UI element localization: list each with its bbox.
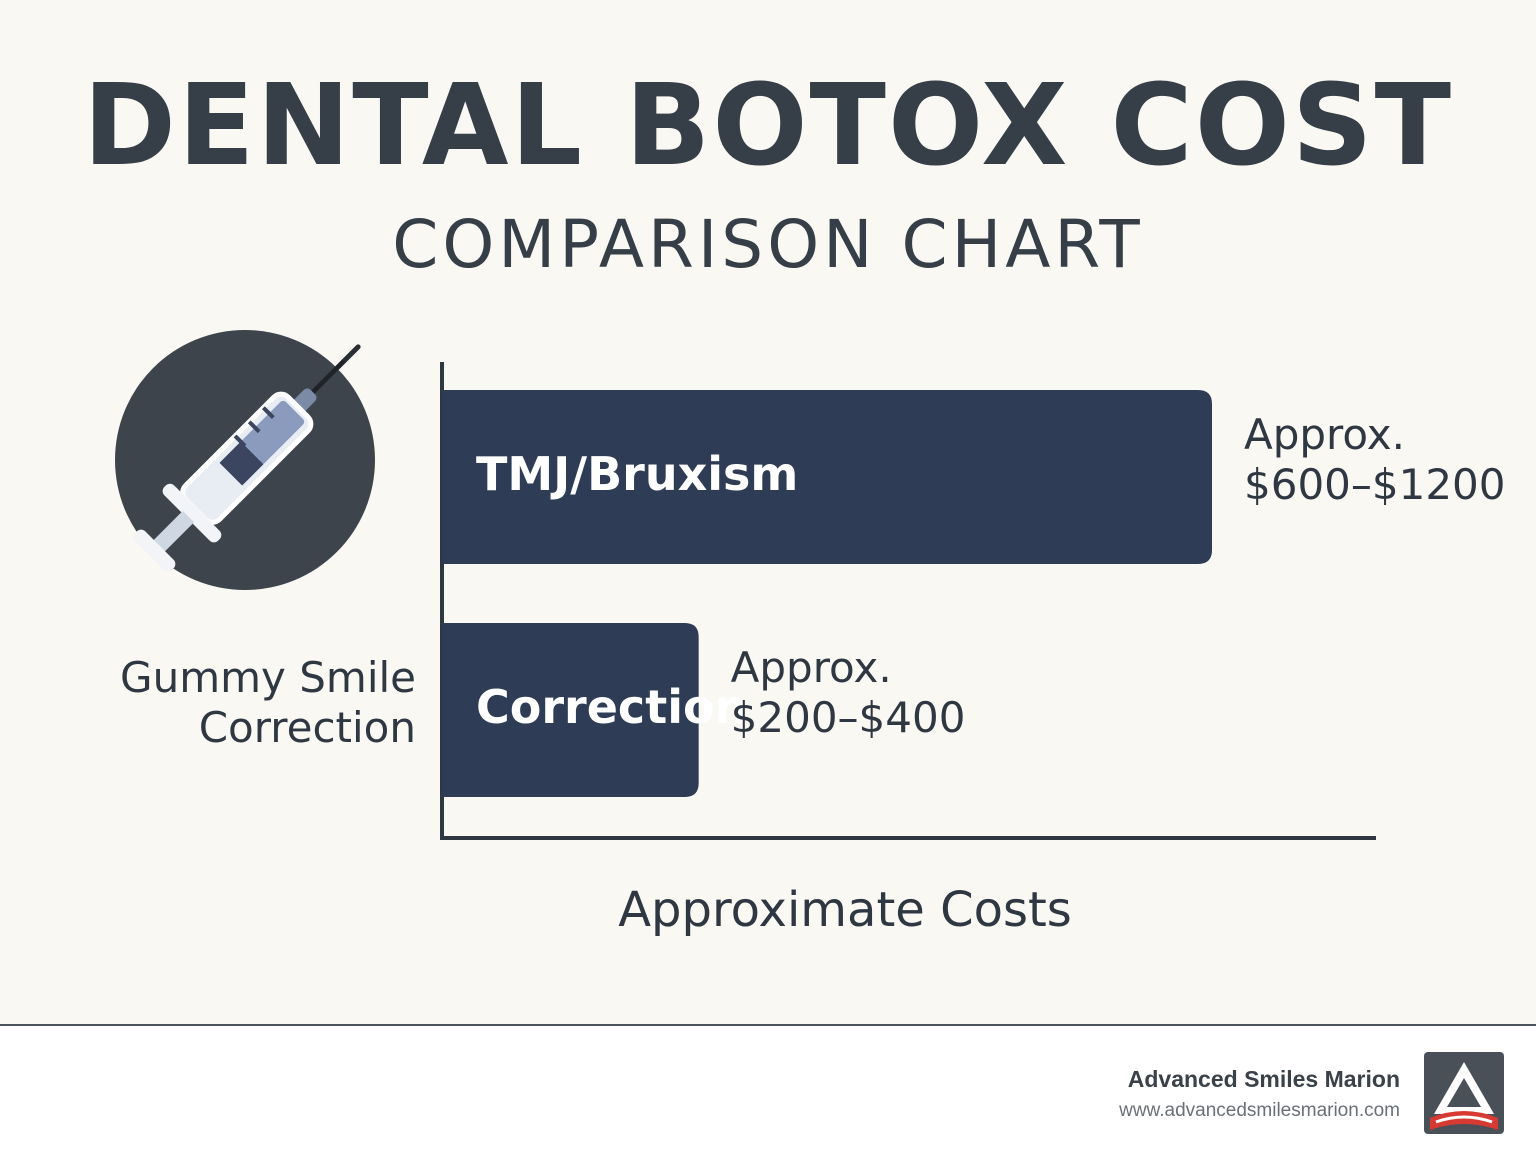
bar-chart (440, 362, 1376, 840)
brand-name: Advanced Smiles Marion (1127, 1066, 1400, 1092)
bar-0 (442, 390, 1212, 564)
bar-inside-label-1: Correction (476, 680, 748, 734)
syringe-icon (115, 330, 375, 590)
category-label-1: Gummy Smile Correction (120, 653, 416, 753)
bar-value-label-0: Approx. $600–$1200 (1244, 410, 1506, 510)
brand-url[interactable]: www.advancedsmilesmarion.com (1119, 1100, 1400, 1121)
footer: Advanced Smiles Marion www.advancedsmile… (0, 1024, 1536, 1156)
bar-inside-label-0: TMJ/Bruxism (476, 447, 799, 501)
advanced-smiles-logo-icon (1424, 1052, 1504, 1134)
chart-title: DENTAL BOTOX COST (83, 61, 1453, 191)
bar-1 (442, 623, 699, 797)
chart-subtitle: COMPARISON CHART (392, 206, 1144, 283)
x-axis-label: Approximate Costs (618, 882, 1072, 938)
bar-value-label-1: Approx. $200–$400 (730, 643, 966, 743)
